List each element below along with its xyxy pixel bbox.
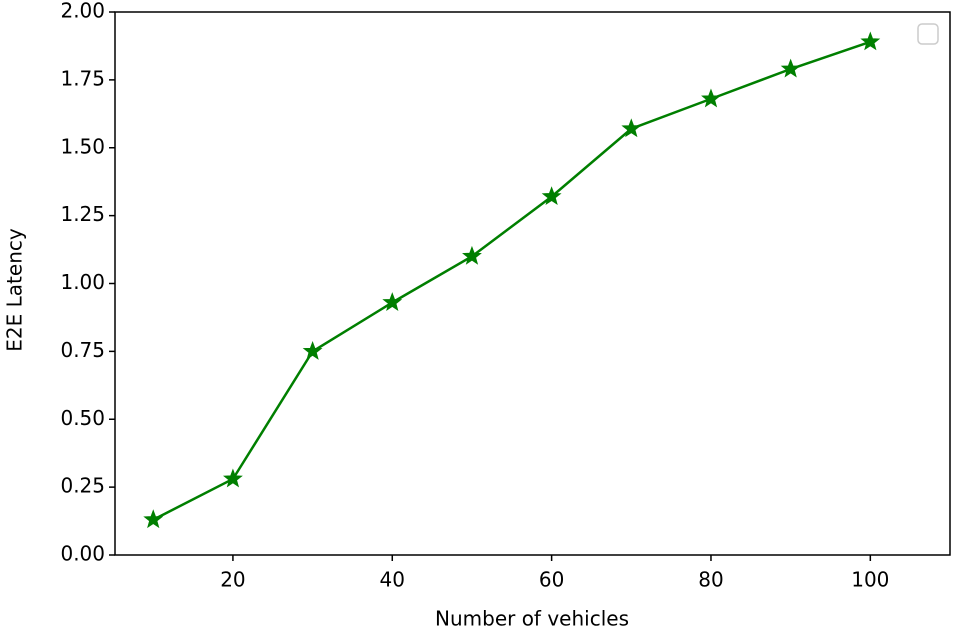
line xyxy=(152,40,871,521)
y-tick-label: 0.25 xyxy=(60,474,105,498)
x-axis-label: Number of vehicles xyxy=(435,607,629,631)
y-tick-label: 2.00 xyxy=(60,0,105,23)
marker xyxy=(541,186,562,206)
y-tick-label: 1.00 xyxy=(60,270,105,294)
marker xyxy=(143,509,164,529)
y-tick-label: 0.00 xyxy=(60,542,105,566)
marker xyxy=(382,292,403,311)
marker xyxy=(302,340,323,360)
marker xyxy=(621,118,642,138)
marker xyxy=(223,468,243,488)
y-tick-label: 1.50 xyxy=(60,134,105,158)
marker xyxy=(780,58,801,78)
x-tick-label: 40 xyxy=(380,568,405,592)
y-tick-label: 1.75 xyxy=(60,66,105,90)
marker xyxy=(860,31,881,51)
plot-frame xyxy=(114,11,951,556)
x-tick-label: 60 xyxy=(539,568,564,592)
y-axis-label: E2E Latency xyxy=(3,228,27,352)
legend-box xyxy=(917,23,939,45)
marker xyxy=(462,245,482,265)
y-tick-label: 0.75 xyxy=(60,338,105,362)
marker xyxy=(701,88,721,108)
y-tick-label: 0.50 xyxy=(60,406,105,430)
x-tick-label: 100 xyxy=(851,568,889,592)
x-tick-label: 80 xyxy=(698,568,723,592)
x-tick-label: 20 xyxy=(220,568,245,592)
y-tick-label: 1.25 xyxy=(60,202,105,226)
